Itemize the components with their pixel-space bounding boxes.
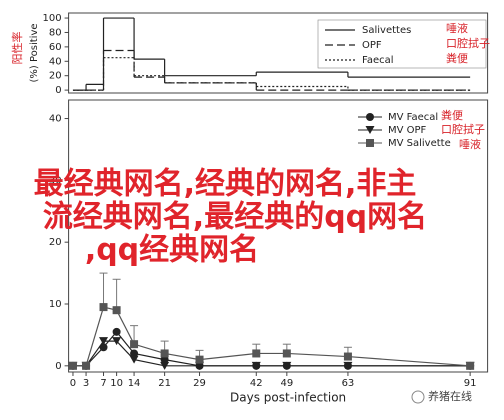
marker [68,361,77,370]
annotation: 粪便 [446,51,468,65]
marker [82,361,91,370]
y-tick-label: 30 [49,175,62,186]
marker [112,327,121,336]
marker [366,139,374,147]
x-tick-label: 29 [193,378,206,389]
y-axis-label: (%) Positive [29,23,40,82]
marker [195,355,204,364]
legend-label: MV Salivette [388,138,451,149]
legend-frame [317,19,487,69]
y-tick-label: 20 [49,237,62,248]
x-tick-label: 10 [110,378,123,389]
marker [99,343,108,352]
annotation: 唾液 [446,21,468,35]
y-tick-label: 100 [43,13,62,24]
y-tick-label: 80 [49,27,62,38]
marker [130,340,139,349]
x-tick-label: 21 [158,378,171,389]
watermark: 养猪在线 [428,389,472,403]
marker [99,303,108,312]
marker [343,361,353,370]
marker [466,361,475,370]
x-axis-label: Days post-infection [230,391,346,405]
y-tick-label: 60 [49,42,62,53]
x-tick-label: 49 [280,378,293,389]
marker [160,349,169,358]
y-tick-label: 20 [49,71,62,82]
marker [282,361,292,370]
overlay-text: 最经典网名,经典的网名,非主 [34,167,417,202]
x-tick-label: 7 [100,378,106,389]
annotation: 粪便 [441,108,463,122]
marker [160,361,170,370]
marker [160,355,169,364]
x-tick-label: 91 [464,378,477,389]
annotation: 唾液 [459,137,481,151]
marker [343,352,352,361]
annotation: 口腔拭子 [441,122,485,136]
x-tick-label: 42 [250,378,263,389]
overlay-text: 流经典网名,最经典的qq网名 [43,200,427,235]
legend-label: Salivettes [362,25,411,36]
x-tick-label: 63 [342,378,355,389]
legend-label: MV OPF [388,125,427,136]
legend-label: OPF [362,40,382,51]
x-tick-label: 3 [83,378,89,389]
marker [112,337,122,346]
y-tick-label: 0 [55,85,61,96]
overlay-text: ,qq经典网名 [85,233,259,268]
marker [252,349,261,358]
y-tick-label: 40 [49,114,62,125]
marker [130,349,139,358]
marker [366,113,374,121]
legend-label: Faecal [362,55,394,66]
marker [112,306,121,315]
marker [99,337,109,346]
marker [365,126,375,134]
y-tick-label: 10 [49,299,62,310]
marker [195,361,205,370]
y-tick-label: 40 [49,56,62,67]
x-tick-label: 0 [70,378,76,389]
annotation: 阳性率 [10,32,24,65]
x-tick-label: 14 [128,378,141,389]
y-tick-label: 0 [55,361,61,372]
marker [251,361,261,370]
legend-label: MV Faecal [388,112,438,123]
watermark-icon [411,390,425,404]
marker [282,349,291,358]
plot-frame [68,12,489,94]
marker [129,355,139,364]
annotation: 口腔拭子 [446,36,490,50]
plot-frame [68,99,489,373]
